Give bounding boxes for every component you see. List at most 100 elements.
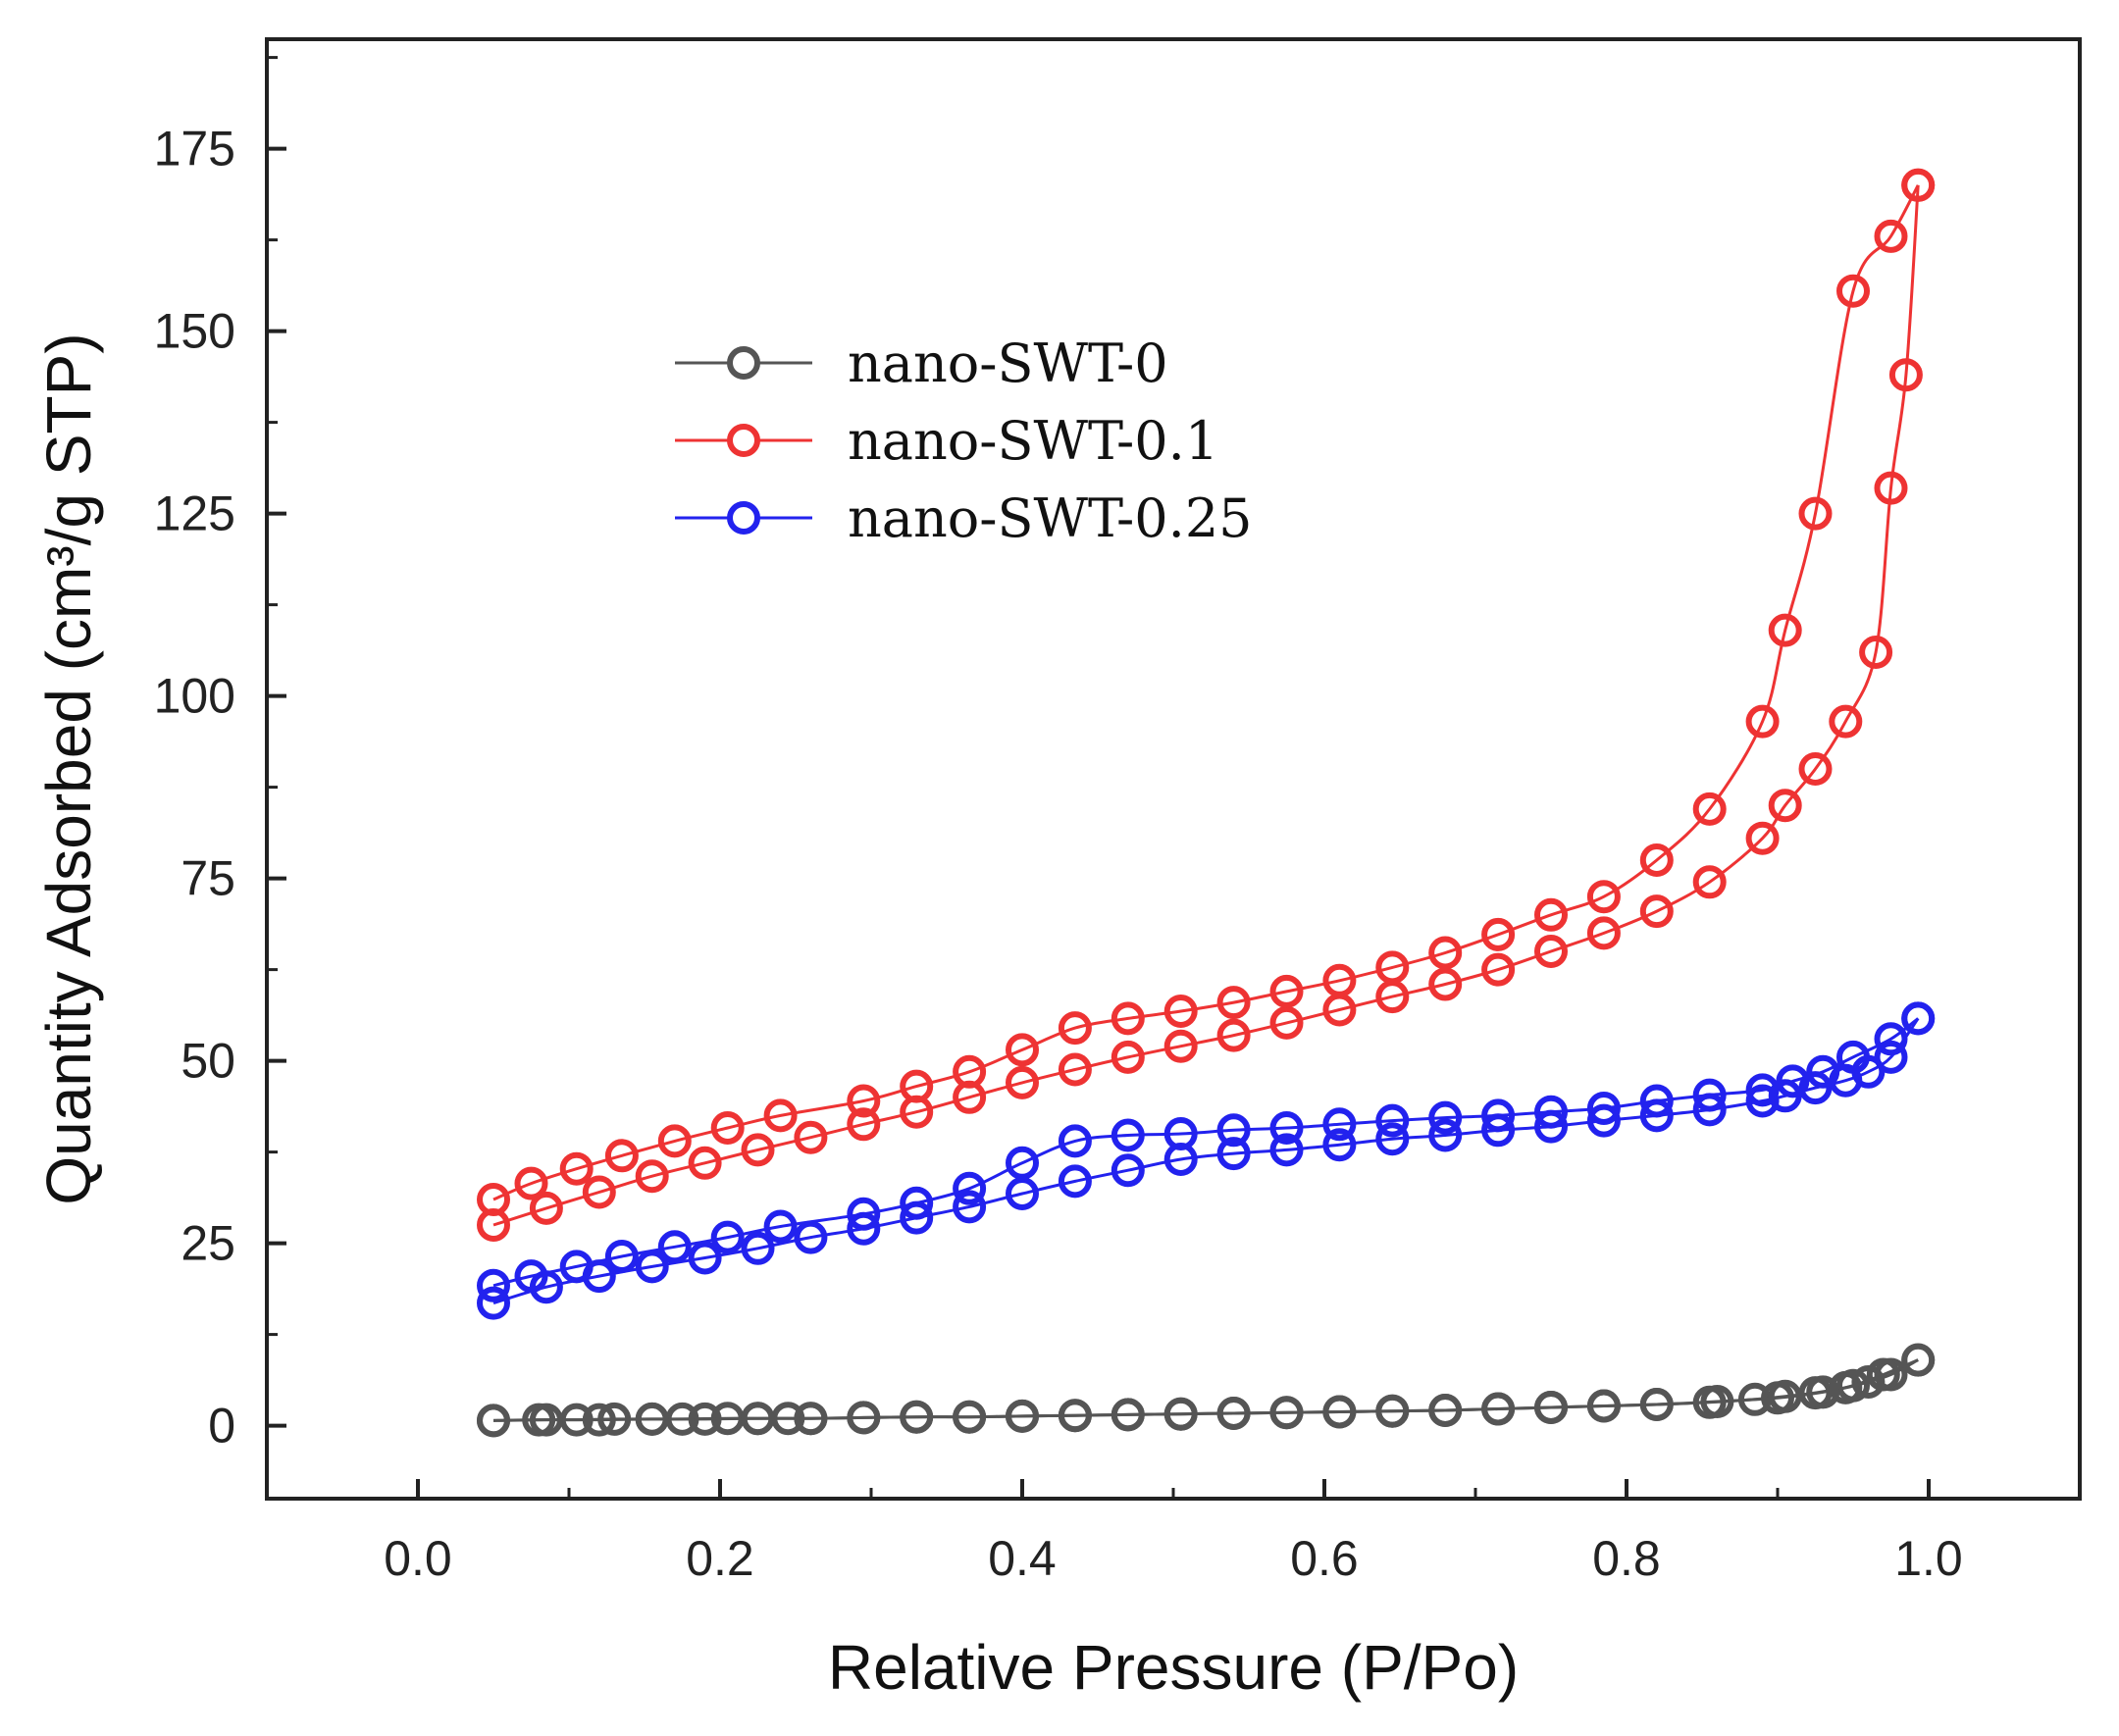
nano-swt-0-25-desorption-point — [1901, 1001, 1936, 1036]
nano-swt-0-1-desorption-point — [900, 1069, 934, 1103]
series-curves — [492, 184, 1920, 1422]
nano-swt-0-desorption-point — [1058, 1399, 1092, 1433]
nano-swt-0-1-adsorption-point — [1639, 894, 1674, 929]
nano-swt-0-1-adsorption-point — [1586, 916, 1621, 950]
x-axis-title: Relative Pressure (P/Po) — [828, 1632, 1519, 1703]
legend-marker-nano-swt-0-25 — [727, 501, 760, 535]
nano-swt-0-25-adsorption-point — [635, 1250, 669, 1284]
nano-swt-0-25-desorption-point — [1375, 1103, 1410, 1138]
legend: nano-SWT-0 nano-SWT-0.1 nano-SWT-0.25 — [675, 332, 1253, 549]
nano-swt-0-25-desorption-point — [953, 1171, 987, 1205]
nano-swt-0-1-adsorption-point — [741, 1133, 775, 1167]
axis-labels: Relative Pressure (P/Po) Quantity Adsorb… — [33, 332, 1519, 1703]
nano-swt-0-1-adsorption-point — [1829, 704, 1863, 739]
nano-swt-0-1-desorption-point — [1901, 168, 1936, 202]
nano-swt-0-1-adsorption-point — [1888, 358, 1923, 392]
nano-swt-0-25-desorption-point — [1874, 1022, 1908, 1056]
nano-swt-0-25-desorption-point — [1836, 1040, 1870, 1074]
nano-swt-0-25-desorption-point — [559, 1250, 594, 1284]
nano-swt-0-25-adsorption-point — [1874, 1040, 1908, 1074]
nano-swt-0-1-desorption-point — [710, 1111, 745, 1145]
y-tick-label: 25 — [181, 1216, 235, 1271]
nano-swt-0-1-desorption-point — [1745, 704, 1780, 739]
nano-swt-0-desorption-point — [953, 1400, 987, 1434]
nano-swt-0-1-desorption-point — [1692, 791, 1727, 826]
nano-swt-0-desorption-point — [1534, 1391, 1568, 1424]
nano-swt-0-25-adsorption-line — [492, 1017, 1920, 1305]
nano-swt-0-25-adsorption-point — [1216, 1137, 1251, 1171]
nano-swt-0-25-adsorption-point — [1006, 1177, 1039, 1210]
nano-swt-0-adsorption-point — [597, 1402, 632, 1436]
x-tick-label: 0.2 — [686, 1531, 754, 1586]
nano-swt-0-desorption-point — [529, 1403, 563, 1437]
nano-swt-0-1-desorption-point — [1639, 843, 1674, 877]
nano-swt-0-25-desorption-point — [604, 1240, 639, 1273]
nano-swt-0-desorption-point — [1322, 1395, 1357, 1429]
y-tick-label: 175 — [154, 122, 235, 177]
x-tick-label: 0.4 — [988, 1531, 1057, 1586]
nano-swt-0-1-adsorption-point — [1768, 789, 1802, 823]
nano-swt-0-25-adsorption-point — [1322, 1128, 1357, 1162]
nano-swt-0-adsorption-point — [1737, 1382, 1772, 1416]
y-tick-label: 50 — [181, 1034, 235, 1089]
nano-swt-0-desorption-point — [1901, 1343, 1936, 1377]
nano-swt-0-1-desorption-point — [559, 1151, 594, 1186]
nano-swt-0-25-desorption-point — [1586, 1092, 1621, 1125]
x-tick-label: 0.0 — [384, 1531, 452, 1586]
nano-swt-0-1-desorption-point — [657, 1124, 692, 1158]
nano-swt-0-desorption-point — [582, 1403, 616, 1437]
nano-swt-0-1-adsorption-line — [492, 184, 1920, 1227]
nano-swt-0-1-desorption-point — [1534, 897, 1568, 932]
nano-swt-0-1-adsorption-point — [635, 1159, 669, 1194]
nano-swt-0-1-adsorption-point — [1692, 865, 1727, 899]
nano-swt-0-25-desorption-point — [900, 1186, 934, 1220]
nano-swt-0-25-desorption-point — [1006, 1146, 1039, 1180]
y-tick-label: 100 — [154, 669, 235, 724]
nano-swt-0-25-adsorption-point — [1534, 1109, 1568, 1144]
nano-swt-0-desorption-point — [741, 1402, 775, 1436]
nano-swt-0-1-adsorption-point — [847, 1107, 881, 1142]
nano-swt-0-25-desorption-point — [1111, 1118, 1145, 1152]
nano-swt-0-25-desorption-point — [1481, 1098, 1516, 1133]
nano-swt-0-25-adsorption-point — [1692, 1093, 1727, 1127]
x-tick-label: 1.0 — [1894, 1531, 1963, 1586]
nano-swt-0-25-adsorption-point — [1428, 1118, 1463, 1152]
nano-swt-0-25-desorption-point — [847, 1197, 881, 1231]
nano-swt-0-1-adsorption-point — [582, 1175, 616, 1209]
nano-swt-0-1-adsorption-point — [1163, 1029, 1198, 1063]
nano-swt-0-1-adsorption-point — [688, 1146, 722, 1180]
nano-swt-0-25-desorption-point — [1534, 1095, 1568, 1129]
nano-swt-0-1-desorption-point — [1006, 1033, 1039, 1067]
nano-swt-0-25-adsorption-point — [741, 1231, 775, 1265]
nano-swt-0-1-adsorption-point — [1481, 952, 1516, 987]
nano-swt-0-desorption-point — [847, 1401, 881, 1435]
nano-swt-0-1-desorption-point — [1058, 1011, 1092, 1046]
nano-swt-0-25-desorption-point — [657, 1230, 692, 1264]
nano-swt-0-25-adsorption-point — [1269, 1133, 1304, 1167]
nano-swt-0-1-desorption-point — [1768, 613, 1802, 647]
nano-swt-0-25-adsorption-point — [1481, 1113, 1516, 1148]
nano-swt-0-desorption-point — [1639, 1388, 1674, 1421]
nano-swt-0-25-desorption-point — [1692, 1078, 1727, 1112]
nano-swt-0-25-desorption-point — [1776, 1064, 1810, 1098]
series-markers — [477, 168, 1936, 1438]
nano-swt-0-1-desorption-point — [1269, 974, 1304, 1008]
nano-swt-0-desorption-point — [1006, 1399, 1039, 1433]
nano-swt-0-1-desorption-point — [763, 1098, 798, 1133]
nano-swt-0-25-adsorption-point — [847, 1211, 881, 1246]
nano-swt-0-25-desorption-point — [477, 1268, 510, 1302]
nano-swt-0-25-desorption-point — [710, 1220, 745, 1254]
nano-swt-0-desorption-point — [1481, 1392, 1516, 1426]
x-tick-label: 0.6 — [1290, 1531, 1359, 1586]
nano-swt-0-25-desorption-point — [1639, 1084, 1674, 1118]
nano-swt-0-1-desorption-point — [1836, 274, 1870, 308]
nano-swt-0-desorption-point — [1269, 1396, 1304, 1430]
nano-swt-0-1-desorption-point — [1874, 219, 1908, 253]
legend-label-nano-swt-0-25: nano-SWT-0.25 — [848, 487, 1253, 549]
nano-swt-0-1-adsorption-point — [1111, 1040, 1145, 1074]
nano-swt-0-1-adsorption-point — [1428, 967, 1463, 1001]
nano-swt-0-25-adsorption-point — [953, 1190, 987, 1224]
x-tick-label: 0.8 — [1592, 1531, 1661, 1586]
nano-swt-0-1-adsorption-point — [529, 1191, 563, 1225]
nano-swt-0-desorption-point — [794, 1402, 828, 1436]
